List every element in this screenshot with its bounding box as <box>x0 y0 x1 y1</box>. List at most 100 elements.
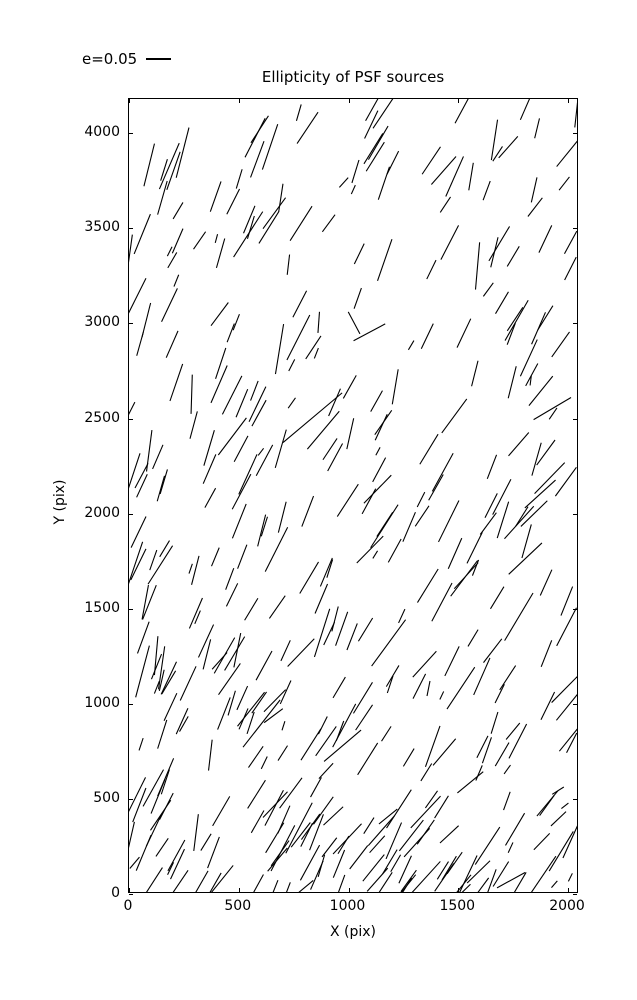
whisker <box>175 127 190 178</box>
whisker <box>467 629 479 647</box>
whisker <box>237 691 265 727</box>
whisker <box>536 439 556 466</box>
whisker <box>503 791 511 811</box>
whisker <box>332 849 346 878</box>
whisker <box>317 311 321 333</box>
whisker <box>476 735 489 758</box>
whisker <box>369 835 386 854</box>
whisker <box>274 323 285 375</box>
whisker <box>243 205 256 234</box>
whisker <box>352 682 373 714</box>
whisker <box>313 608 331 658</box>
whisker <box>277 745 288 761</box>
whisker <box>248 386 267 422</box>
whisker <box>167 252 178 269</box>
whisker <box>370 504 399 549</box>
whisker <box>282 392 343 443</box>
whisker <box>386 789 412 829</box>
whisker <box>251 399 267 427</box>
y-tick-mark <box>129 798 133 800</box>
whisker <box>207 739 213 771</box>
whisker <box>233 211 264 258</box>
whisker <box>313 796 334 825</box>
whisker <box>248 746 264 768</box>
whisker <box>439 691 445 700</box>
whisker <box>130 548 147 581</box>
whisker <box>498 135 519 159</box>
whisker <box>274 429 287 469</box>
whisker <box>310 777 322 798</box>
y-tick-label: 2500 <box>84 409 120 426</box>
whisker <box>459 855 478 892</box>
whisker <box>574 102 577 128</box>
whisker-field <box>129 99 577 892</box>
whisker <box>436 861 449 880</box>
whisker <box>238 708 249 730</box>
whisker <box>158 142 180 190</box>
x-tick-label: 0 <box>123 898 133 914</box>
whisker <box>226 323 235 343</box>
whisker <box>323 621 336 646</box>
whisker <box>317 716 328 735</box>
whisker <box>357 742 379 776</box>
whisker <box>280 640 291 662</box>
whisker <box>318 762 334 779</box>
whisker <box>507 366 517 399</box>
whisker <box>235 169 243 189</box>
whisker <box>279 777 303 809</box>
whisker <box>564 256 577 281</box>
whisker <box>367 125 389 160</box>
whisker <box>481 737 492 764</box>
whisker <box>494 683 505 704</box>
whisker <box>200 833 212 851</box>
whisker <box>381 726 392 742</box>
whisker <box>167 839 186 872</box>
whisker <box>540 691 556 721</box>
whisker <box>551 880 558 888</box>
whisker <box>160 159 168 181</box>
whisker <box>558 728 577 752</box>
whisker <box>306 410 340 450</box>
whisker <box>319 557 333 587</box>
whisker <box>365 99 379 122</box>
whisker <box>503 764 511 775</box>
whisker <box>351 159 360 184</box>
whisker <box>398 608 406 624</box>
whisker <box>194 610 201 625</box>
whisker <box>225 583 239 607</box>
whisker <box>193 814 199 851</box>
y-tick-mark <box>129 133 133 135</box>
whisker <box>136 474 148 498</box>
whisker <box>246 711 255 735</box>
whisker <box>244 597 259 621</box>
whisker <box>385 822 403 860</box>
whisker <box>153 680 160 694</box>
whisker <box>152 444 164 470</box>
whisker <box>441 855 457 881</box>
whisker <box>323 729 362 762</box>
whisker <box>215 238 226 269</box>
whisker <box>411 861 441 892</box>
whisker <box>537 305 554 331</box>
whisker <box>129 453 141 489</box>
whisker <box>130 516 147 548</box>
whisker <box>534 462 566 495</box>
whisker <box>193 231 207 250</box>
whisker <box>506 246 520 267</box>
whisker <box>233 435 249 462</box>
whisker <box>390 854 402 873</box>
whisker <box>157 719 168 749</box>
whisker <box>298 880 314 892</box>
whisker <box>372 457 387 483</box>
whisker <box>321 214 336 233</box>
whisker <box>221 375 243 415</box>
whisker <box>149 549 158 571</box>
whisker <box>257 447 265 456</box>
whisker <box>157 180 168 215</box>
whisker <box>431 452 454 492</box>
whisker <box>551 676 577 703</box>
ellipticity-key-label: e=0.05 <box>82 49 138 68</box>
whisker <box>346 623 358 651</box>
whisker <box>562 825 577 859</box>
whisker <box>189 411 198 439</box>
